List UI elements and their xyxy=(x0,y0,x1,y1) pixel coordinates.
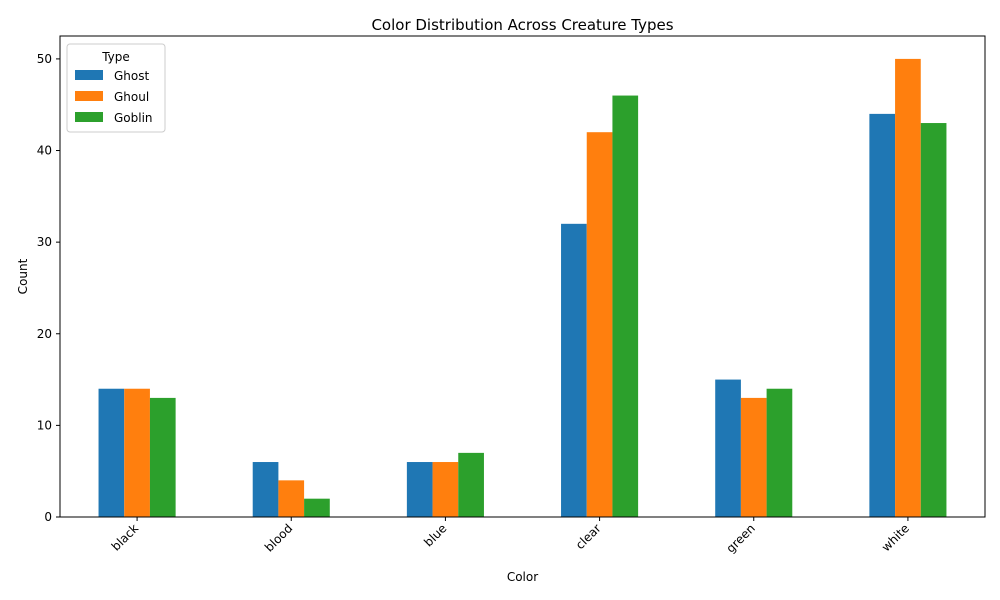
legend: Type Ghost Ghoul Goblin xyxy=(66,43,166,133)
bar-goblin-blood xyxy=(304,498,330,517)
plot-frame xyxy=(59,35,986,518)
legend-box xyxy=(66,43,166,133)
bar-ghoul-blue xyxy=(432,462,459,517)
bar-ghoul-green xyxy=(740,397,767,517)
y-tick-label: 10 xyxy=(37,418,52,432)
bar-ghost-clear xyxy=(561,223,587,517)
bar-ghoul-blood xyxy=(278,480,305,517)
bar-ghost-black xyxy=(98,388,125,517)
y-tick-label: 50 xyxy=(37,52,52,66)
legend-title: Type xyxy=(101,50,130,64)
y-axis: 0 10 20 30 40 50 xyxy=(37,52,60,524)
bar-goblin-green xyxy=(766,388,793,517)
chart-title: Color Distribution Across Creature Types xyxy=(371,16,673,34)
legend-swatch-ghost xyxy=(75,70,103,80)
legend-swatch-goblin xyxy=(75,112,103,122)
y-axis-label: Count xyxy=(16,258,30,294)
legend-swatch-ghoul xyxy=(75,91,103,101)
x-axis-label: Color xyxy=(507,570,538,584)
bar-goblin-blue xyxy=(458,452,484,517)
bar-goblin-white xyxy=(920,123,947,517)
bar-ghoul-black xyxy=(124,388,150,517)
bar-goblin-clear xyxy=(612,95,639,518)
legend-items: Ghost Ghoul Goblin xyxy=(75,69,153,125)
bar-ghost-green xyxy=(715,379,741,517)
bar-goblin-black xyxy=(149,397,176,517)
bar-ghost-white xyxy=(869,113,896,517)
bar-ghoul-clear xyxy=(586,132,613,517)
legend-label-ghost: Ghost xyxy=(114,69,149,83)
y-tick-label: 20 xyxy=(37,327,52,341)
y-tick-label: 40 xyxy=(37,144,52,158)
y-tick-label: 0 xyxy=(44,510,52,524)
bar-ghost-blue xyxy=(406,462,433,517)
bar-ghoul-white xyxy=(895,58,921,518)
legend-label-ghoul: Ghoul xyxy=(114,90,149,104)
bar-ghost-blood xyxy=(252,462,279,517)
legend-label-goblin: Goblin xyxy=(114,111,153,125)
y-tick-label: 30 xyxy=(37,235,52,249)
bars-layer xyxy=(98,58,947,518)
